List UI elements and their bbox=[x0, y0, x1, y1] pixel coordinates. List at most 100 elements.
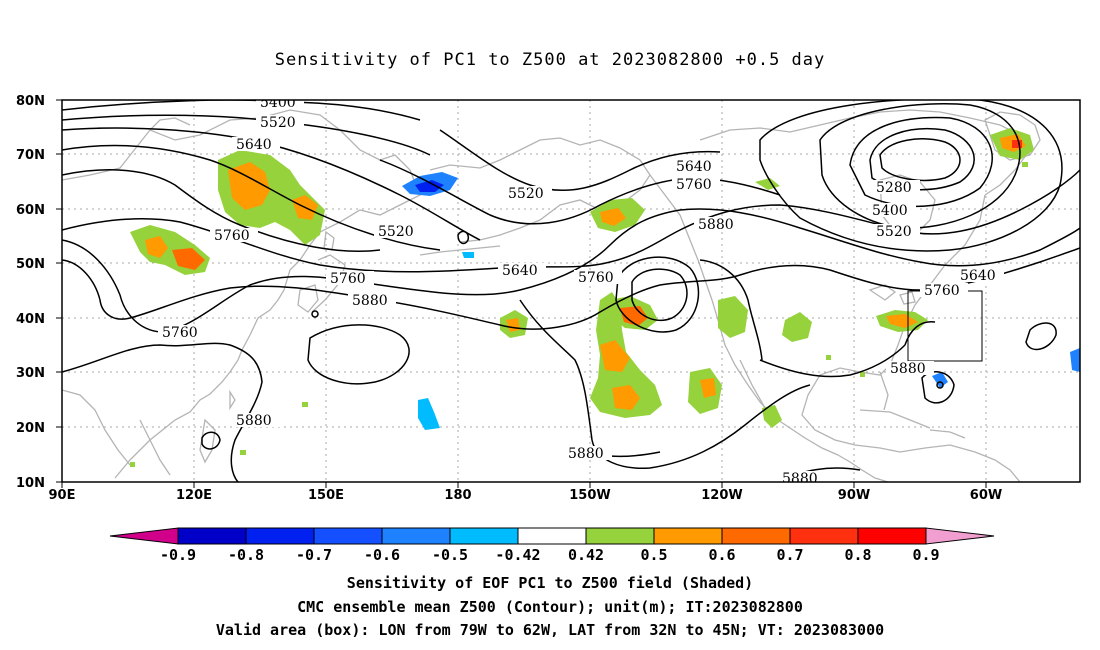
positive-patch bbox=[228, 162, 270, 210]
colorbar bbox=[109, 527, 995, 545]
positive-patch bbox=[612, 385, 640, 410]
negative-patch bbox=[932, 372, 948, 388]
contour-label: 5760 bbox=[924, 283, 960, 299]
colorbar-low-triangle bbox=[109, 527, 179, 545]
positive-speck bbox=[826, 355, 831, 360]
positive-patch bbox=[782, 312, 812, 342]
lon-label: 150W bbox=[569, 488, 610, 503]
colorbar-tick-label: -0.9 bbox=[160, 546, 196, 564]
positive-patch bbox=[886, 314, 918, 328]
positive-patch bbox=[145, 236, 168, 258]
positive-patch bbox=[718, 296, 748, 338]
positive-speck bbox=[1022, 162, 1028, 167]
contour-label: 5640 bbox=[502, 263, 538, 279]
lat-label: 20N bbox=[16, 421, 45, 436]
colorbar-cell bbox=[313, 527, 383, 545]
contour-label: 5280 bbox=[876, 180, 912, 196]
positive-speck bbox=[130, 462, 135, 467]
lat-label: 30N bbox=[16, 366, 45, 381]
negative-patch bbox=[1070, 348, 1080, 372]
lat-label: 80N bbox=[16, 94, 45, 109]
lat-label: 60N bbox=[16, 203, 45, 218]
positive-patch bbox=[172, 248, 205, 270]
contour-label: 5760 bbox=[214, 228, 250, 244]
map-frame bbox=[61, 99, 1081, 483]
positive-speck bbox=[860, 372, 865, 377]
colorbar-tick-label: 0.5 bbox=[640, 546, 667, 564]
negative-patch bbox=[462, 252, 474, 258]
contour-label: 5760 bbox=[330, 271, 366, 287]
colorbar-tick-label: 0.9 bbox=[912, 546, 939, 564]
lon-label: 60W bbox=[970, 488, 1002, 503]
contour-label: 5400 bbox=[872, 203, 908, 219]
lat-label: 50N bbox=[16, 257, 45, 272]
colorbar-high-triangle bbox=[925, 527, 995, 545]
colorbar-tick-label: -0.7 bbox=[296, 546, 332, 564]
lon-label: 90E bbox=[49, 488, 76, 503]
negative-patch bbox=[415, 180, 444, 192]
lon-label: 180 bbox=[444, 488, 471, 503]
contour-label: 5520 bbox=[378, 224, 414, 240]
positive-patch bbox=[600, 340, 630, 372]
sensitivity-shading bbox=[130, 128, 1080, 467]
lon-label: 120W bbox=[701, 488, 742, 503]
colorbar-tick-label: -0.5 bbox=[432, 546, 468, 564]
colorbar-tick-label: 0.8 bbox=[844, 546, 871, 564]
contour-label: 5880 bbox=[236, 413, 272, 429]
contour-label: 5400 bbox=[260, 95, 296, 111]
contour-label: 5880 bbox=[352, 293, 388, 309]
contour-label: 5520 bbox=[508, 186, 544, 202]
footer-line-1: Sensitivity of EOF PC1 to Z500 field (Sh… bbox=[346, 574, 754, 592]
lat-label: 70N bbox=[16, 148, 45, 163]
tick-marks bbox=[56, 99, 987, 488]
lat-label: 40N bbox=[16, 312, 45, 327]
colorbar-labels: -0.9 -0.8 -0.7 -0.6 -0.5 -0.42 0.42 0.5 0.6 0.7 0.… bbox=[160, 546, 940, 564]
footer-line-2: CMC ensemble mean Z500 (Contour); unit(m… bbox=[297, 598, 803, 616]
colorbar-cell bbox=[381, 527, 451, 545]
contour-label: 5880 bbox=[568, 446, 604, 462]
colorbar-cell bbox=[585, 527, 655, 545]
colorbar-cell bbox=[789, 527, 859, 545]
colorbar-tick-label: -0.6 bbox=[364, 546, 400, 564]
lon-label: 150E bbox=[308, 488, 344, 503]
contour-label: 5760 bbox=[578, 270, 614, 286]
footer-line-3: Valid area (box): LON from 79W to 62W, L… bbox=[215, 621, 885, 639]
colorbar-cell bbox=[721, 527, 791, 545]
colorbar-cell bbox=[653, 527, 723, 545]
lon-label: 120E bbox=[176, 488, 212, 503]
colorbar-tick-label: -0.8 bbox=[228, 546, 264, 564]
contour-label: 5880 bbox=[890, 361, 926, 377]
contour-label: 5520 bbox=[260, 115, 296, 131]
contour-label: 5640 bbox=[960, 268, 996, 284]
contour-label: 5760 bbox=[162, 325, 198, 341]
longitude-labels: 90E 120E 150E 180 150W 120W 90W 60W bbox=[49, 488, 1003, 503]
contour-label: 5880 bbox=[782, 471, 818, 487]
colorbar-tick-label: -0.42 bbox=[495, 546, 540, 564]
z500-contours bbox=[62, 100, 1080, 482]
positive-patch bbox=[600, 208, 626, 226]
contour-labels: 5400 5520 5640 5760 5760 5520 5520 5640 … bbox=[158, 95, 1004, 487]
lat-label: 10N bbox=[16, 476, 45, 491]
lon-label: 90W bbox=[838, 488, 870, 503]
latitude-labels: 80N 70N 60N 50N 40N 30N 20N 10N bbox=[16, 94, 45, 491]
contour-label: 5520 bbox=[876, 224, 912, 240]
positive-patch bbox=[762, 405, 782, 428]
colorbar-cell bbox=[177, 527, 247, 545]
colorbar-tick-label: 0.7 bbox=[776, 546, 803, 564]
colorbar-cell bbox=[449, 527, 519, 545]
contour-label: 5640 bbox=[236, 137, 272, 153]
positive-speck bbox=[240, 450, 246, 455]
colorbar-cell bbox=[245, 527, 315, 545]
colorbar-tick-label: 0.42 bbox=[568, 546, 604, 564]
positive-patch bbox=[620, 306, 648, 326]
colorbar-tick-label: 0.6 bbox=[708, 546, 735, 564]
negative-patch bbox=[418, 398, 440, 430]
contour-label: 5880 bbox=[698, 217, 734, 233]
colorbar-cell bbox=[517, 527, 587, 545]
contour-label: 5760 bbox=[676, 177, 712, 193]
contour-label: 5640 bbox=[676, 159, 712, 175]
chart-title: Sensitivity of PC1 to Z500 at 2023082800… bbox=[274, 50, 826, 70]
positive-patch bbox=[700, 378, 716, 398]
colorbar-cell bbox=[857, 527, 927, 545]
